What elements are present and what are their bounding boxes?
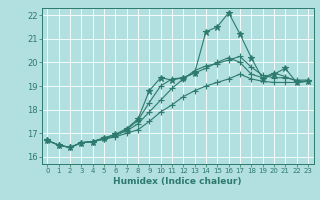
X-axis label: Humidex (Indice chaleur): Humidex (Indice chaleur) [113,177,242,186]
